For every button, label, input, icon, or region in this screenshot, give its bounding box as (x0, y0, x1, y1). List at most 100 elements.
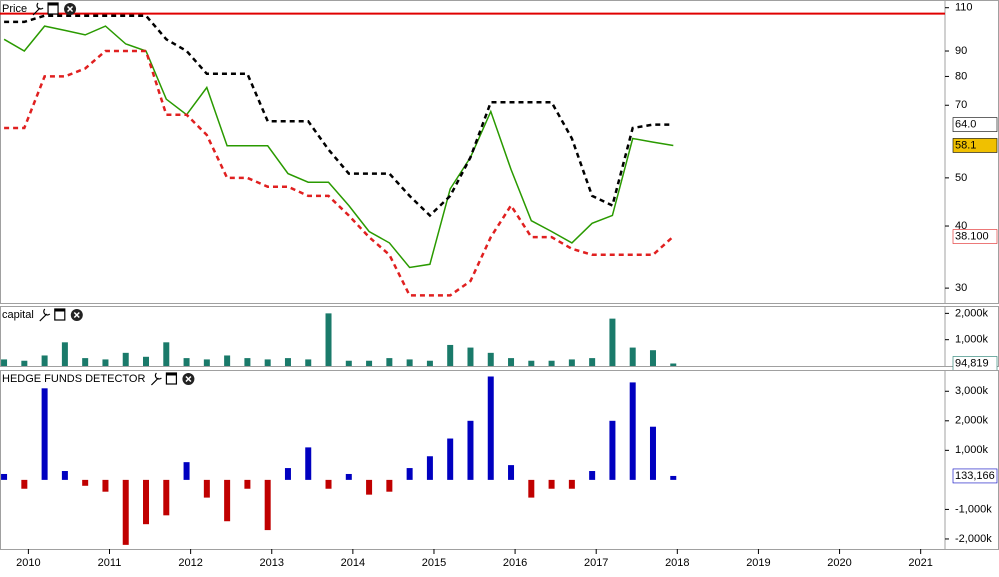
channel-line (4, 14, 674, 218)
bar (1, 359, 8, 366)
y-tick-label: 30 (955, 282, 967, 294)
bar (406, 468, 413, 480)
bar (264, 359, 271, 366)
bar (203, 479, 210, 498)
bar (163, 479, 170, 516)
bar (487, 352, 494, 366)
bar (366, 360, 373, 366)
y-tick-label: -2,000k (955, 533, 992, 545)
bar (345, 360, 352, 366)
close-cross (67, 5, 74, 13)
bar (305, 447, 312, 480)
bar (325, 313, 332, 366)
close-cross (73, 311, 80, 319)
y-tick-label: 2,000k (955, 415, 989, 427)
last-value-box (952, 138, 998, 153)
bar (183, 358, 190, 366)
bar (670, 363, 677, 366)
bar (41, 388, 48, 480)
bar (264, 479, 271, 531)
bar (163, 342, 170, 366)
y-tick-label: 1,000k (955, 334, 989, 346)
last-value-box (952, 117, 998, 132)
settings-icon (32, 2, 44, 16)
close-cross (185, 375, 192, 383)
bar (609, 420, 616, 480)
x-tick-label: 2011 (98, 557, 122, 569)
panel-title: capital (2, 309, 34, 321)
x-tick-label: 2010 (16, 557, 40, 569)
y-tick-label: 80 (955, 70, 967, 82)
x-tick-label: 2016 (503, 557, 527, 569)
bar (467, 347, 474, 366)
bar (568, 479, 575, 489)
bar (447, 438, 454, 480)
settings-icon (150, 372, 162, 386)
panel-title: HEDGE FUNDS DETECTOR (2, 373, 145, 385)
last-value-box (952, 229, 998, 244)
price-line (3, 25, 674, 269)
y-tick-label: 50 (955, 172, 967, 184)
y-tick-label: 70 (955, 99, 967, 111)
y-tick-label: 90 (955, 45, 967, 57)
y-tick-label: 40 (955, 220, 967, 232)
last-value-label: 58.1 (955, 139, 976, 151)
bar (467, 420, 474, 480)
bar (143, 479, 150, 525)
bar (224, 355, 231, 366)
bar (670, 475, 677, 480)
last-value-label: 64.0 (955, 118, 976, 130)
bar (284, 468, 291, 480)
bar (508, 465, 515, 480)
x-tick-label: 2017 (584, 557, 608, 569)
last-value-label: 94,819 (955, 357, 989, 369)
x-tick-label: 2020 (827, 557, 851, 569)
bar (589, 471, 596, 480)
y-tick-label: 1,000k (955, 444, 989, 456)
bar (61, 342, 68, 366)
bar (21, 360, 28, 366)
bar (366, 479, 373, 495)
bar (224, 479, 231, 522)
x-tick-label: 2021 (908, 557, 932, 569)
bar (528, 360, 535, 366)
maximize-bar (48, 3, 59, 6)
bar (528, 479, 535, 498)
x-tick-label: 2018 (665, 557, 689, 569)
last-value-label: 133,166 (955, 470, 995, 482)
y-tick-label: 2,000k (955, 307, 989, 319)
last-value-box (952, 468, 998, 484)
bar (629, 347, 636, 366)
last-value-label: 38.100 (955, 230, 989, 242)
bar (487, 376, 494, 480)
maximize-bar (54, 309, 65, 312)
bar (629, 382, 636, 480)
bar (548, 479, 555, 489)
x-tick-label: 2012 (178, 557, 202, 569)
bar (82, 479, 89, 486)
panel-title: Price (2, 3, 27, 15)
bar (244, 358, 251, 366)
bar (61, 471, 68, 480)
bar (609, 318, 616, 366)
bar (305, 359, 312, 366)
x-tick-label: 2013 (259, 557, 283, 569)
bar (122, 479, 129, 545)
y-tick-label: 110 (955, 2, 973, 14)
bar (548, 360, 555, 366)
bar (284, 358, 291, 366)
maximize-bar (166, 373, 177, 376)
bar (589, 358, 596, 366)
bar (649, 426, 656, 480)
bar (82, 358, 89, 366)
bar (386, 358, 393, 366)
bar (386, 479, 393, 492)
bar (406, 359, 413, 366)
bar (203, 359, 210, 366)
bar (649, 350, 656, 366)
channel-line (4, 49, 675, 297)
bar (102, 359, 109, 366)
bar (426, 360, 433, 366)
